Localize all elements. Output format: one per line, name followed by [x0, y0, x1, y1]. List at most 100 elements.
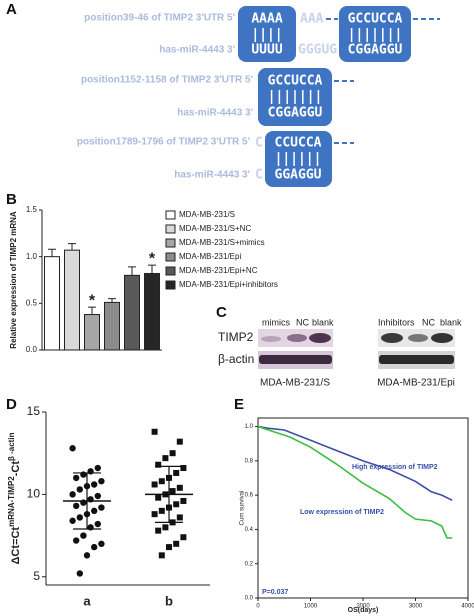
data-point [151, 428, 158, 435]
y-tick-label: 0.4 [245, 527, 254, 533]
data-point [76, 514, 84, 521]
data-point [151, 511, 158, 518]
data-point [176, 438, 183, 445]
row-label: β-actin [218, 352, 254, 366]
error-bar [108, 298, 116, 303]
data-point [180, 534, 187, 541]
y-axis-title-part: ΔCt=Ct [10, 527, 22, 565]
lane-label: NC [422, 317, 435, 327]
data-point [69, 445, 76, 452]
data-point [180, 497, 187, 504]
seq-unpaired: C [255, 168, 263, 183]
seq: UUUU [251, 43, 282, 58]
band [259, 355, 332, 364]
mirna-label: has-miR-4443 3' [174, 170, 250, 181]
x-tick-label: 1000 [304, 604, 318, 610]
data-point [94, 520, 102, 528]
seq-box [265, 131, 332, 187]
y-tick-label: 15 [27, 404, 41, 418]
data-point [91, 507, 98, 515]
lane-label: blank [312, 317, 334, 327]
seq: CCUCCA [275, 136, 322, 151]
error-bar [128, 266, 136, 276]
significance-marker: * [149, 250, 156, 267]
series-label: Low expression of TIMP2 [300, 509, 384, 516]
survival-curve [257, 425, 453, 539]
group-label: MDA-MB-231/S [260, 378, 330, 389]
lane-label: NC [296, 317, 309, 327]
data-point [158, 552, 165, 559]
data-point [91, 543, 98, 551]
data-point [155, 527, 162, 534]
y-axis-title: ΔCt=CtmRNA-TIMP2-Ctβ -actin [7, 432, 22, 564]
y-tick-label: 1.0 [245, 424, 254, 430]
y-axis-title-part: mRNA-TIMP2 [7, 476, 16, 527]
data-point [80, 532, 87, 539]
y-tick-label: 0.0 [26, 345, 38, 354]
legend-label: MDA-MB-231/S+mimics [179, 238, 265, 247]
seq-unpaired: AAA [300, 12, 324, 27]
utr-label: position1789-1796 of TIMP2 3'UTR 5' [77, 137, 250, 148]
data-point [76, 570, 84, 577]
panel-label: E [234, 396, 244, 413]
panel-label: A [6, 1, 17, 18]
legend-label: MDA-MB-231/S+NC [179, 224, 251, 233]
data-point [173, 540, 180, 547]
x-tick-label: 4000 [461, 604, 474, 610]
seq-unpaired: C [255, 136, 263, 151]
data-point [173, 469, 180, 476]
lane-label: Inhibitors [378, 317, 415, 327]
seq: GGAGGU [275, 168, 322, 183]
data-point [91, 481, 98, 488]
y-tick-label: 5 [33, 569, 40, 583]
panel-label: C [216, 304, 227, 321]
legend-swatch [165, 238, 176, 248]
data-point [158, 478, 165, 485]
bar [84, 314, 100, 351]
data-point [166, 544, 172, 551]
error-bar [88, 306, 96, 315]
seq: AAAA [251, 12, 282, 27]
y-axis-title: Relative expression of TIMP2 mRNA [9, 211, 18, 349]
data-point [176, 484, 183, 491]
significance-marker: * [89, 292, 96, 309]
data-point [162, 455, 169, 462]
error-bar [48, 248, 56, 257]
y-tick-label: 0.6 [245, 493, 254, 499]
data-point [169, 450, 176, 457]
seq-unpaired: GGGUG [298, 43, 337, 58]
sd-bar [155, 465, 183, 523]
bar [124, 274, 140, 351]
x-tick-label: b [165, 593, 173, 608]
seq: CGGAGGU [268, 106, 323, 121]
data-point [69, 517, 76, 524]
x-tick-label: 0 [256, 604, 260, 610]
bar [44, 256, 60, 351]
data-point [180, 465, 187, 472]
data-point [158, 507, 165, 514]
error-bar [68, 243, 76, 251]
data-point [94, 492, 102, 500]
survival-curve [257, 425, 453, 502]
legend-swatch [165, 224, 176, 234]
bar [144, 272, 160, 351]
series-label: High expression of TIMP2 [352, 464, 438, 471]
x-tick-label: 2000 [356, 604, 370, 610]
seq-box [238, 6, 296, 62]
data-point [98, 540, 105, 548]
y-tick-label: 0.0 [245, 596, 254, 602]
data-point [151, 481, 158, 488]
seq: GCCUCCA [268, 74, 323, 89]
band [261, 336, 281, 342]
y-tick-label: 0.5 [26, 298, 38, 307]
mirna-label: has-miR-4443 3' [159, 45, 235, 56]
y-tick-label: 10 [27, 487, 41, 501]
utr-label: position39-46 of TIMP2 3'UTR 5' [84, 13, 235, 24]
seq: GCCUCCA [348, 12, 403, 27]
data-point [69, 491, 76, 498]
data-point [94, 464, 102, 472]
band [309, 333, 331, 343]
data-point [155, 494, 162, 501]
annotation: P=0.037 [262, 589, 288, 596]
y-tick-label: 0.2 [245, 561, 254, 567]
